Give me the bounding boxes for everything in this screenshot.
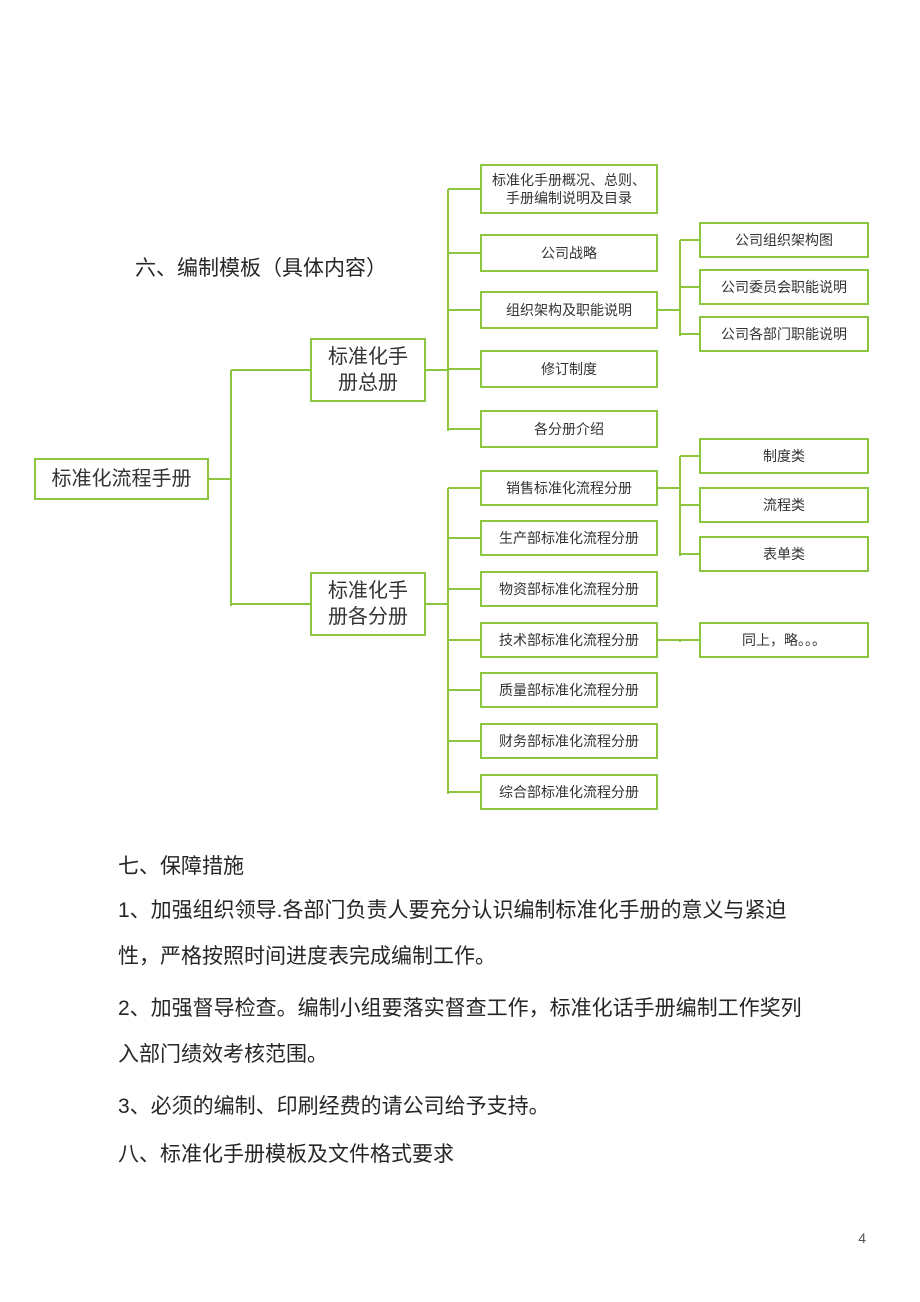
tree-connector: [448, 689, 480, 691]
tree-connector: [448, 639, 480, 641]
tree-connector: [679, 240, 681, 336]
tree-connector: [680, 553, 699, 555]
tree-node-d3: 表单类: [699, 536, 869, 572]
tree-node-root: 标准化流程手册: [34, 458, 209, 500]
paragraph-1: 1、加强组织领导.各部门负责人要充分认识编制标准化手册的意义与紧迫性，严格按照时…: [118, 888, 808, 980]
tree-node-b5: 质量部标准化流程分册: [480, 672, 658, 708]
tree-node-d2: 流程类: [699, 487, 869, 523]
tree-connector: [448, 740, 480, 742]
tree-connector: [447, 488, 449, 794]
tree-node-a2: 公司战略: [480, 234, 658, 272]
tree-node-a4: 修订制度: [480, 350, 658, 388]
tree-connector: [231, 603, 310, 605]
tree-connector: [209, 478, 231, 480]
tree-connector: [448, 428, 480, 430]
tree-connector: [230, 370, 232, 606]
tree-node-e1: 同上，略。。。: [699, 622, 869, 658]
tree-connector: [426, 603, 448, 605]
paragraph-3: 3、必须的编制、印刷经费的请公司给予支持。: [118, 1084, 808, 1130]
tree-node-c3: 公司各部门职能说明: [699, 316, 869, 352]
tree-connector: [679, 456, 681, 556]
tree-connector: [658, 639, 680, 641]
tree-node-b1: 销售标准化流程分册: [480, 470, 658, 506]
tree-node-l2a: 标准化手 册总册: [310, 338, 426, 402]
tree-node-a1: 标准化手册概况、总则、 手册编制说明及目录: [480, 164, 658, 214]
tree-connector: [448, 588, 480, 590]
tree-connector: [680, 455, 699, 457]
tree-connector: [448, 368, 480, 370]
page-number: 4: [858, 1230, 866, 1246]
tree-connector: [658, 309, 680, 311]
tree-node-b6: 财务部标准化流程分册: [480, 723, 658, 759]
tree-node-b2: 生产部标准化流程分册: [480, 520, 658, 556]
tree-connector: [448, 252, 480, 254]
tree-connector: [448, 188, 480, 190]
tree-node-b7: 综合部标准化流程分册: [480, 774, 658, 810]
tree-connector: [680, 639, 699, 641]
tree-node-l2b: 标准化手 册各分册: [310, 572, 426, 636]
tree-node-d1: 制度类: [699, 438, 869, 474]
tree-connector: [680, 239, 699, 241]
tree-node-b4: 技术部标准化流程分册: [480, 622, 658, 658]
tree-connector: [658, 487, 680, 489]
section-6-heading: 六、编制模板（具体内容）: [135, 252, 387, 282]
tree-node-a3: 组织架构及职能说明: [480, 291, 658, 329]
tree-connector: [448, 537, 480, 539]
tree-connector: [680, 333, 699, 335]
tree-node-a5: 各分册介绍: [480, 410, 658, 448]
tree-connector: [231, 369, 310, 371]
tree-node-c1: 公司组织架构图: [699, 222, 869, 258]
tree-node-c2: 公司委员会职能说明: [699, 269, 869, 305]
tree-connector: [426, 369, 448, 371]
tree-connector: [448, 487, 480, 489]
section-8-heading: 八、标准化手册模板及文件格式要求: [118, 1132, 808, 1178]
tree-connector: [680, 504, 699, 506]
tree-connector: [680, 286, 699, 288]
section-7-heading: 七、保障措施: [118, 844, 808, 890]
tree-connector: [448, 309, 480, 311]
paragraph-2: 2、加强督导检查。编制小组要落实督查工作，标准化话手册编制工作奖列入部门绩效考核…: [118, 986, 808, 1078]
tree-connector: [448, 791, 480, 793]
tree-node-b3: 物资部标准化流程分册: [480, 571, 658, 607]
